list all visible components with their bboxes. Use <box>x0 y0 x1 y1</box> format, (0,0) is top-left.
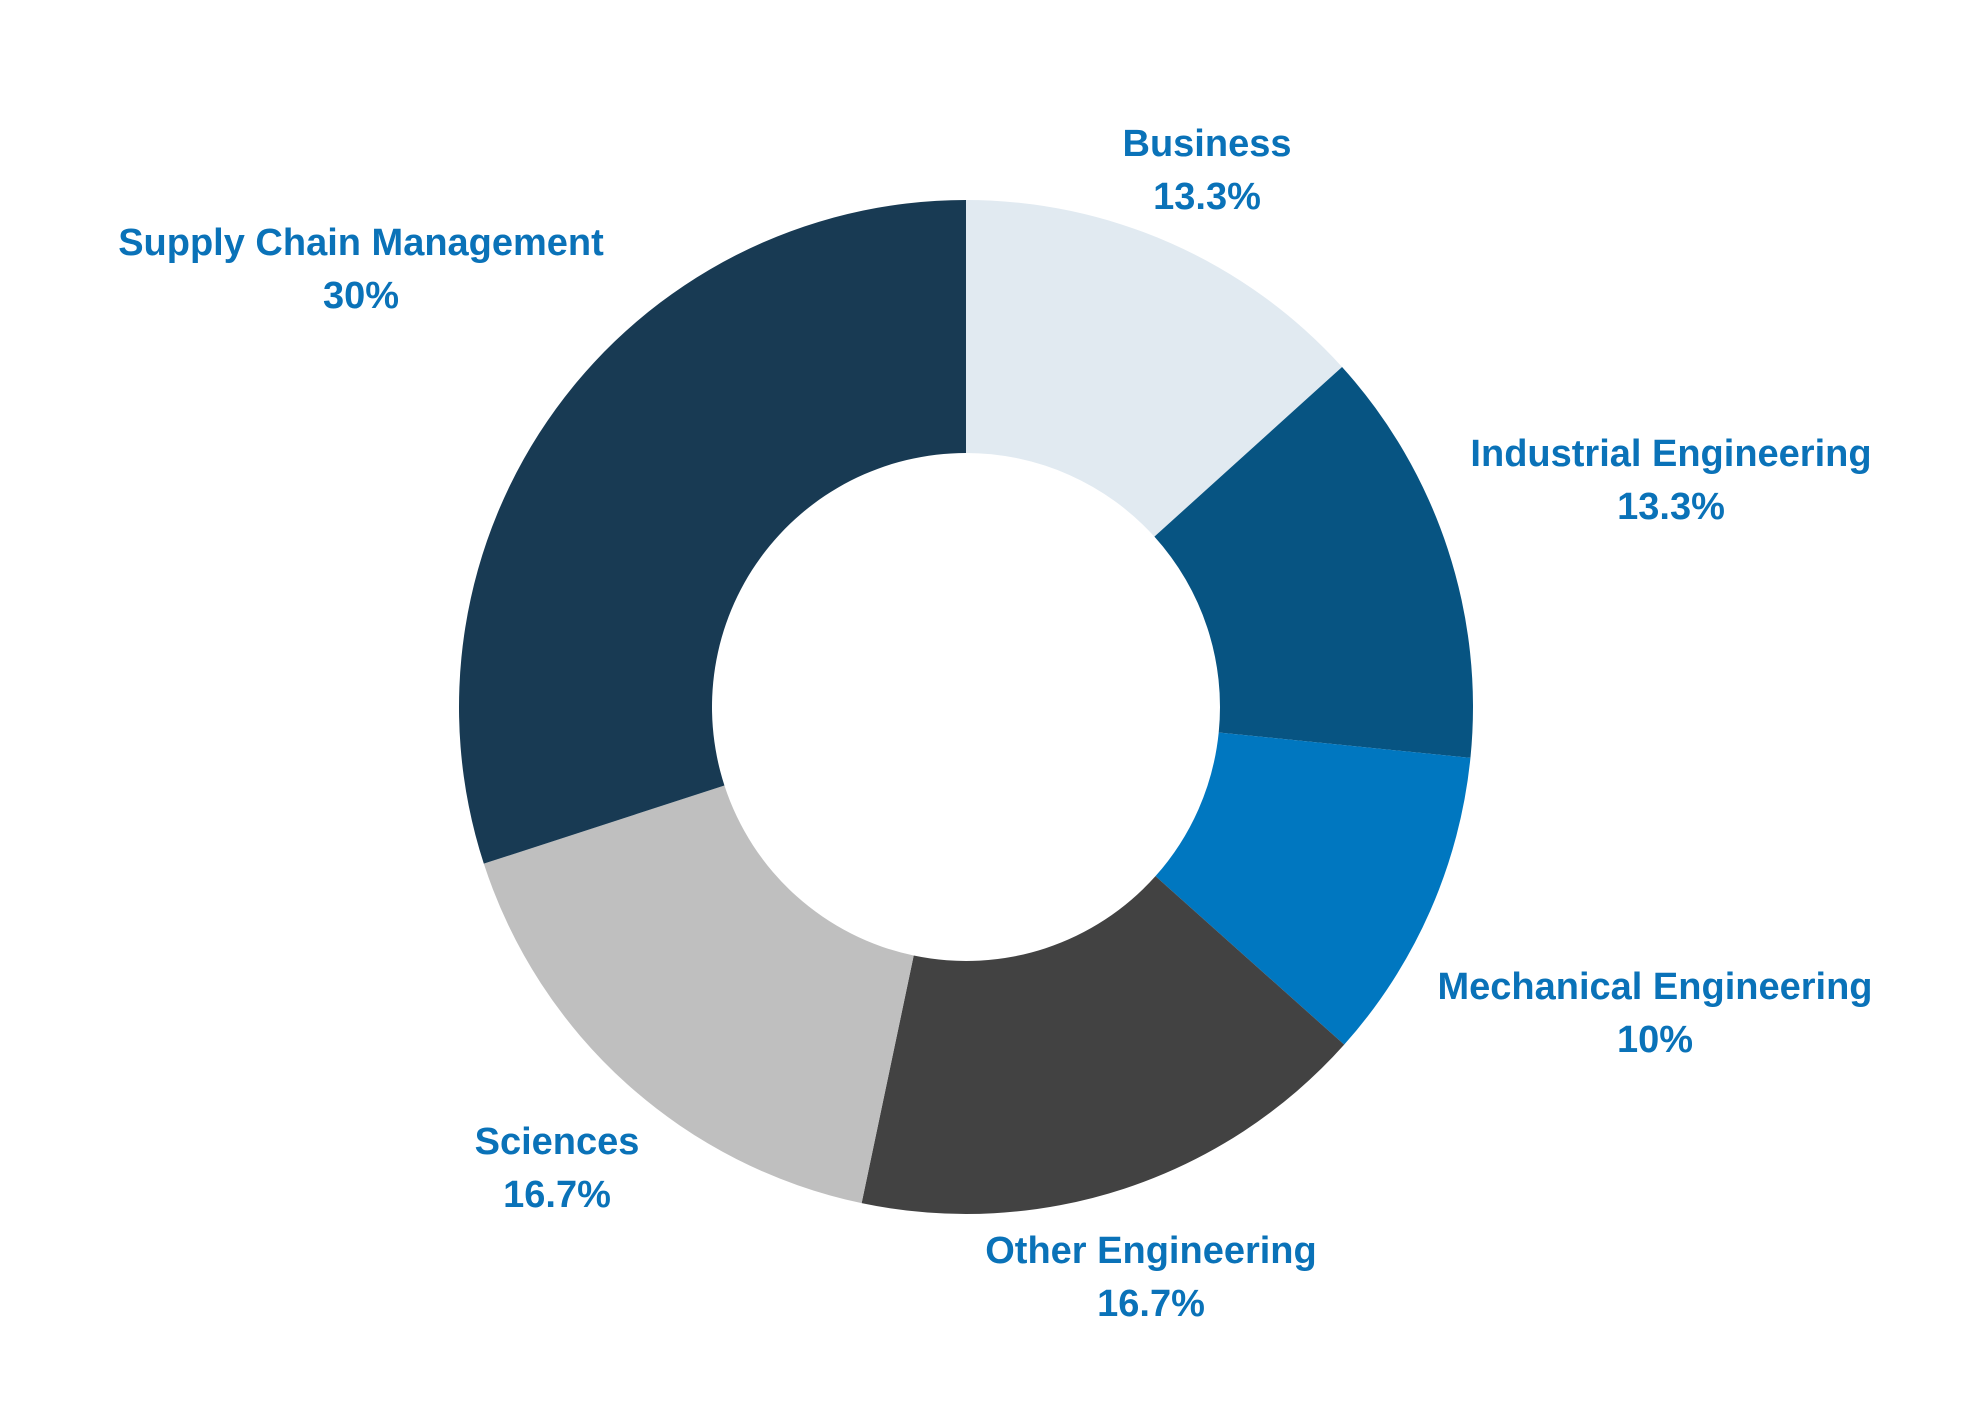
segment-label: Supply Chain Management <box>118 222 604 264</box>
segment-label: Other Engineering <box>985 1230 1316 1272</box>
segment-label: Sciences <box>475 1121 640 1163</box>
donut-segment <box>1155 732 1471 1045</box>
segment-label: Business <box>1123 123 1292 165</box>
donut-segment <box>1154 366 1473 758</box>
value-label: 16.7% <box>503 1174 611 1216</box>
value-label: 30% <box>323 275 399 317</box>
value-label: 16.7% <box>1097 1283 1205 1325</box>
donut-segment <box>483 785 914 1204</box>
value-label: 13.3% <box>1617 486 1725 528</box>
donut-segment <box>966 200 1343 537</box>
donut-segment <box>861 876 1345 1214</box>
value-label: 10% <box>1617 1019 1693 1061</box>
segment-label: Mechanical Engineering <box>1438 966 1873 1008</box>
donut-segment <box>458 200 966 864</box>
segment-label: Industrial Engineering <box>1470 433 1871 475</box>
value-label: 13.3% <box>1153 176 1261 218</box>
